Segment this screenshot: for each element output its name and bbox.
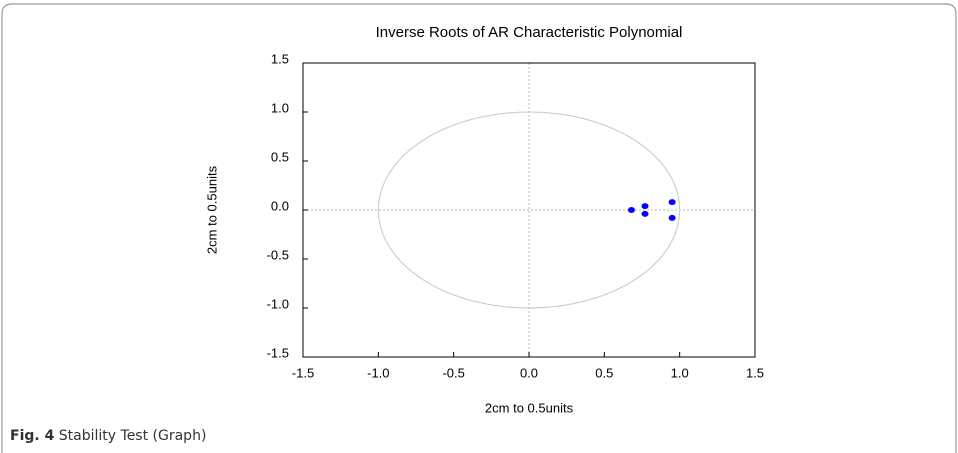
y-tick-label: 0.5 bbox=[271, 149, 289, 164]
x-tick-label: -0.5 bbox=[442, 365, 464, 380]
x-tick-label: -1.5 bbox=[292, 365, 314, 380]
point bbox=[641, 210, 649, 217]
point bbox=[641, 203, 649, 210]
x-tick-label: 0.5 bbox=[595, 365, 613, 380]
y-tick-label: -1.5 bbox=[267, 345, 289, 360]
x-axis-label: 2cm to 0.5units bbox=[485, 400, 574, 415]
unit-circle bbox=[377, 111, 681, 309]
y-tick-label: -1.0 bbox=[267, 296, 289, 311]
caption-text: Stability Test (Graph) bbox=[58, 428, 207, 444]
figure-border bbox=[1, 3, 957, 453]
y-axis-label: 2cm to 0.5units bbox=[204, 165, 219, 254]
y-tick-label: 0.0 bbox=[271, 198, 289, 213]
caption: Fig. 4 Stability Test (Graph) bbox=[10, 428, 206, 444]
x-tick-label: 1.5 bbox=[746, 365, 764, 380]
x-tick-label: 1.0 bbox=[671, 365, 689, 380]
y-tick-label: 1.5 bbox=[271, 51, 289, 66]
point bbox=[668, 199, 676, 206]
chart-title: Inverse Roots of AR Characteristic Polyn… bbox=[376, 24, 683, 41]
point bbox=[668, 214, 676, 221]
point bbox=[627, 207, 635, 213]
x-tick-label: 0.0 bbox=[520, 365, 538, 380]
caption-label: Fig. 4 bbox=[10, 428, 55, 444]
y-tick-label: -0.5 bbox=[267, 247, 289, 262]
x-tick-label: -1.0 bbox=[367, 365, 389, 380]
y-tick-label: 1.0 bbox=[271, 100, 289, 115]
